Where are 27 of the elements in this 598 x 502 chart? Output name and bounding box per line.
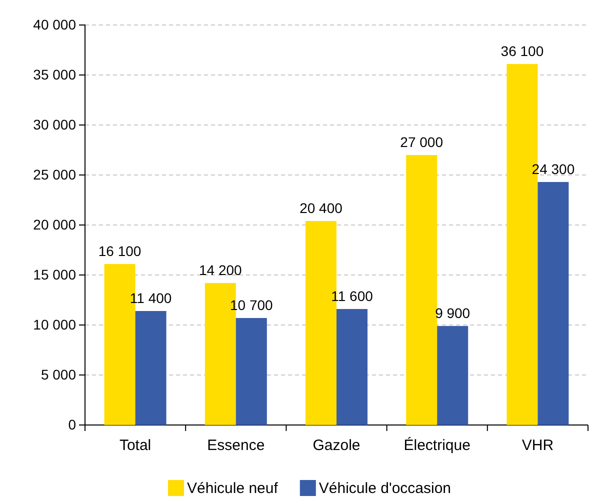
x-tick-label: Gazole xyxy=(312,437,360,454)
y-tick-label: 30 000 xyxy=(33,116,76,132)
x-tick-label: Total xyxy=(119,437,152,454)
y-tick-label: 15 000 xyxy=(33,266,76,282)
bar xyxy=(538,182,569,425)
x-tick-label: VHR xyxy=(522,437,554,454)
bar xyxy=(135,311,166,425)
data-label: 36 100 xyxy=(500,43,544,59)
bar xyxy=(406,155,438,425)
legend-label: Véhicule d'occasion xyxy=(318,480,452,497)
y-tick-label: 35 000 xyxy=(33,66,76,82)
y-tick-label: 5 000 xyxy=(40,366,76,382)
bar xyxy=(336,309,368,425)
bar xyxy=(437,326,468,425)
data-label: 27 000 xyxy=(400,134,444,150)
data-label: 16 100 xyxy=(98,243,142,259)
y-tick-label: 20 000 xyxy=(33,216,76,232)
y-tick-label: 0 xyxy=(68,416,76,432)
data-label: 20 400 xyxy=(300,200,343,216)
data-label: 14 200 xyxy=(198,262,242,278)
x-tick-label: Électrique xyxy=(404,436,470,454)
x-tick-label: Essence xyxy=(207,437,265,454)
bar xyxy=(236,318,267,425)
y-tick-label: 25 000 xyxy=(33,166,76,182)
legend-label: Véhicule neuf xyxy=(187,480,279,497)
y-tick-label: 40 000 xyxy=(33,16,76,32)
y-tick-label: 10 000 xyxy=(33,316,76,332)
